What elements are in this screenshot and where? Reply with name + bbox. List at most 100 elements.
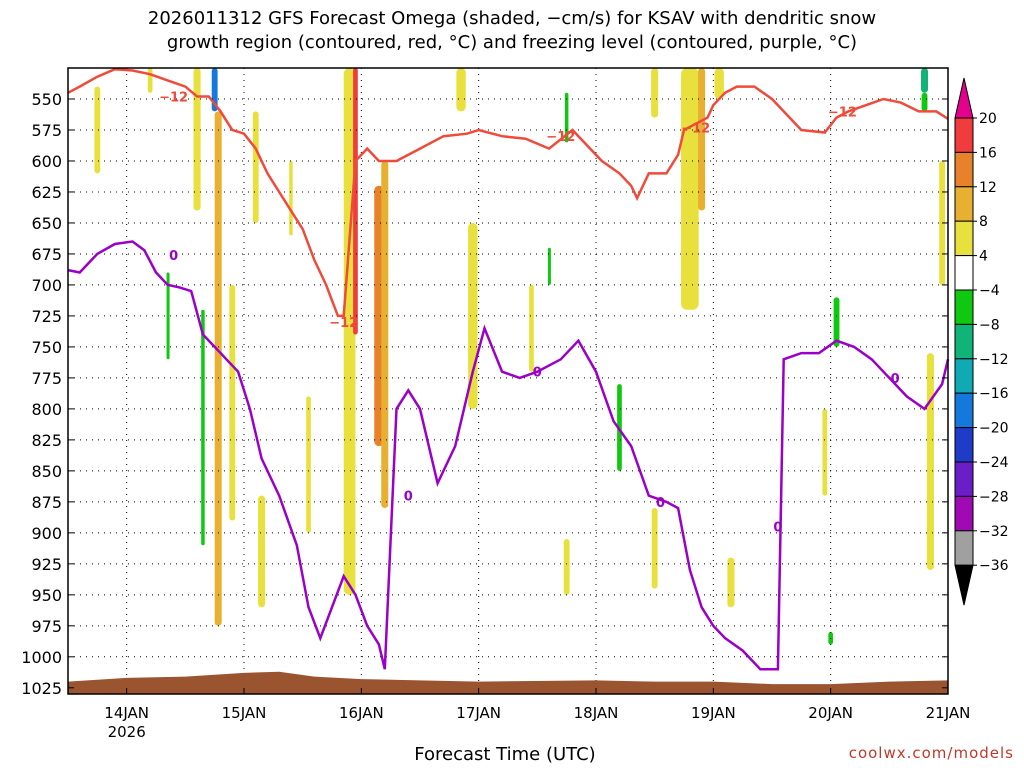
colorbar-swatch (954, 323, 974, 360)
x-tick-label: 15JAN (222, 704, 267, 722)
colorbar-swatch (954, 495, 974, 532)
y-tick-label: 900 (31, 524, 62, 543)
omega-patch (651, 508, 658, 589)
freezing-contour-label: 0 (404, 490, 413, 505)
terrain-fill (68, 671, 948, 694)
dgz-contour-label: −12 (329, 316, 358, 331)
omega-patch (166, 272, 170, 360)
colorbar-swatch (954, 151, 974, 188)
colorbar-label: −16 (979, 386, 1009, 402)
colorbar-swatch (954, 117, 974, 153)
y-tick-label: 725 (31, 307, 62, 326)
omega-patch (229, 284, 236, 521)
freezing-level-contour (67, 240, 950, 671)
plot-frame (67, 67, 949, 695)
freezing-contour-label: 0 (169, 249, 178, 264)
omega-patch (564, 92, 569, 143)
colorbar-label: −36 (979, 558, 1009, 574)
omega-patch (147, 68, 153, 93)
colorbar-bottom-arrow (954, 564, 974, 606)
omega-patch (258, 495, 266, 608)
omega-patch (374, 185, 384, 447)
y-tick-label: 875 (31, 493, 62, 512)
omega-patch (563, 539, 570, 595)
omega-patch (381, 160, 389, 509)
omega-patch (252, 111, 259, 223)
colorbar-label: −4 (979, 283, 1000, 299)
omega-patch (681, 68, 699, 310)
x-tick-label: 19JAN (691, 704, 736, 722)
colorbar-label: −28 (979, 489, 1009, 505)
colorbar-label: −8 (979, 317, 1000, 333)
omega-patch (926, 353, 934, 571)
y-tick-label: 550 (31, 90, 62, 109)
dgz-contour-label: −12 (159, 91, 188, 106)
colorbar-label: −20 (979, 421, 1009, 437)
freezing-contour-label: 0 (533, 366, 542, 381)
omega-patch (833, 297, 840, 347)
source-credit: coolwx.com/models (848, 744, 1014, 762)
y-tick-label: 825 (31, 431, 62, 450)
colorbar-label: 20 (979, 111, 997, 127)
y-tick-label: 675 (31, 245, 62, 264)
dendritic-growth-contour (67, 67, 949, 318)
freezing-contour-label: 0 (656, 496, 665, 511)
omega-patch (529, 284, 534, 372)
omega-patch (714, 68, 724, 99)
x-tick-label: 21JAN (926, 704, 971, 722)
colorbar-swatch (954, 220, 974, 257)
omega-patch (289, 160, 293, 236)
colorbar-label: −24 (979, 455, 1009, 471)
omega-patch (651, 68, 659, 118)
y-tick-label: 925 (31, 555, 62, 574)
colorbar-swatch (954, 358, 974, 394)
y-axis-ticks: 550 575 600 625 650 675 700 725 750 775 800 825 850 8… (21, 90, 948, 698)
omega-patch (306, 396, 311, 533)
colorbar-top-arrow (954, 77, 974, 119)
dgz-contour-label: −12 (828, 105, 857, 120)
x-tick-label: 14JAN (104, 704, 149, 722)
y-tick-label: 600 (31, 152, 62, 171)
freezing-contour-label: 0 (891, 372, 900, 387)
omega-patch (353, 68, 358, 335)
colorbar-swatch (954, 461, 974, 497)
colorbar-label: 4 (979, 249, 988, 265)
colorbar-label: 16 (979, 145, 997, 161)
x-tick-sublabel: 2026 (108, 723, 146, 741)
omega-patch (456, 68, 466, 112)
chart-title-line-2: growth region (contoured, red, °C) and f… (166, 32, 858, 53)
chart-title-line-1: 2026011312 GFS Forecast Omega (shaded, −… (147, 8, 877, 29)
colorbar-swatch (954, 530, 974, 566)
omega-patch (94, 86, 101, 174)
colorbar-swatch (954, 289, 974, 325)
x-tick-label: 17JAN (456, 704, 501, 722)
omega-patch (193, 68, 201, 211)
y-tick-label: 850 (31, 462, 62, 481)
y-tick-label: 650 (31, 214, 62, 233)
x-axis-label: Forecast Time (UTC) (414, 744, 596, 765)
y-tick-label: 625 (31, 183, 62, 202)
contour-labels: −12 −12 −12 −12 −12 0 0 0 0 0 0 (159, 91, 900, 536)
y-tick-label: 975 (31, 617, 62, 636)
x-tick-label: 18JAN (574, 704, 619, 722)
dgz-contour-label: −12 (681, 122, 710, 137)
y-tick-label: 700 (31, 276, 62, 295)
y-tick-label: 1025 (21, 679, 62, 698)
colorbar: 20 16 12 8 4 −4 −8 −12 −16 −20 −24 −28 −32 −36 (954, 77, 1009, 606)
omega-patch (822, 408, 828, 496)
freezing-contour-label: 0 (773, 521, 782, 536)
colorbar-label: 12 (979, 180, 997, 196)
omega-patch (921, 68, 929, 93)
colorbar-swatch (954, 255, 974, 291)
omega-patch (547, 247, 551, 285)
x-tick-label: 16JAN (339, 704, 384, 722)
y-tick-label: 575 (31, 121, 62, 140)
y-tick-label: 750 (31, 338, 62, 357)
omega-patch (921, 92, 928, 112)
y-tick-label: 950 (31, 586, 62, 605)
dgz-contour-label: −12 (546, 130, 575, 145)
colorbar-label: −12 (979, 352, 1009, 368)
colorbar-swatch (954, 186, 974, 222)
